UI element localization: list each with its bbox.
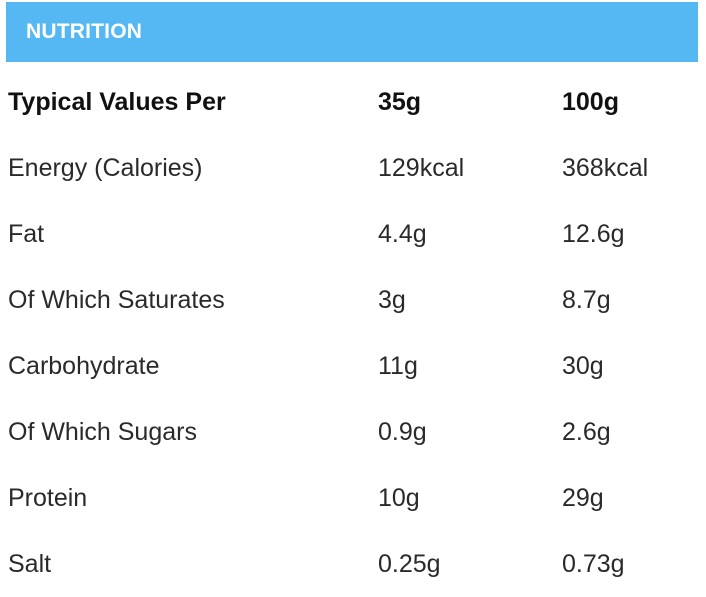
nutrient-name: Salt [8, 549, 52, 578]
table-row: Salt 0.25g 0.73g [0, 531, 706, 597]
nutrient-name: Fat [8, 219, 45, 248]
value-per-serving: 0.9g [378, 417, 427, 446]
table-row: Of Which Sugars 0.9g 2.6g [0, 399, 706, 465]
value-per-100g: 0.73g [562, 549, 625, 578]
nutrition-title: NUTRITION [26, 20, 143, 43]
table-header-row: Typical Values Per 35g 100g [0, 69, 706, 135]
value-per-serving: 4.4g [378, 219, 427, 248]
nutrient-name: Of Which Sugars [8, 417, 197, 446]
nutrition-header-bar: NUTRITION [6, 2, 698, 62]
table-row: Of Which Saturates 3g 8.7g [0, 267, 706, 333]
nutrient-name: Carbohydrate [8, 351, 160, 380]
column-header-per-serving: 35g [378, 87, 422, 116]
value-per-100g: 29g [562, 483, 604, 512]
value-per-serving: 3g [378, 285, 406, 314]
value-per-serving: 129kcal [378, 153, 465, 182]
value-per-100g: 368kcal [562, 153, 649, 182]
value-per-100g: 8.7g [562, 285, 611, 314]
value-per-serving: 0.25g [378, 549, 441, 578]
column-header-typical-values: Typical Values Per [8, 87, 226, 116]
value-per-100g: 30g [562, 351, 604, 380]
nutrient-name: Energy (Calories) [8, 153, 203, 182]
table-row: Protein 10g 29g [0, 465, 706, 531]
column-header-per-100g: 100g [562, 87, 619, 116]
table-row: Carbohydrate 11g 30g [0, 333, 706, 399]
value-per-100g: 12.6g [562, 219, 625, 248]
value-per-serving: 11g [378, 351, 418, 380]
nutrient-name: Protein [8, 483, 88, 512]
nutrient-name: Of Which Saturates [8, 285, 225, 314]
table-row: Energy (Calories) 129kcal 368kcal [0, 135, 706, 201]
table-row: Fat 4.4g 12.6g [0, 201, 706, 267]
nutrition-table: Typical Values Per 35g 100g Energy (Calo… [0, 69, 706, 597]
value-per-serving: 10g [378, 483, 420, 512]
value-per-100g: 2.6g [562, 417, 611, 446]
